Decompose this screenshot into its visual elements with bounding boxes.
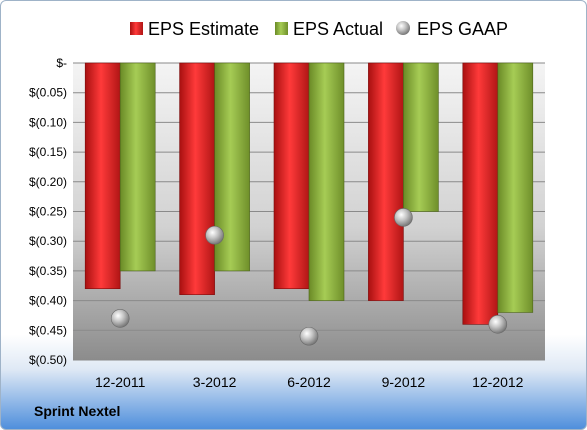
y-tick-label: $(0.45)	[29, 323, 67, 337]
eps-gaap-point	[299, 326, 319, 346]
eps-actual-bar	[214, 62, 250, 272]
eps-gaap-point	[205, 225, 224, 245]
eps-gaap-point	[394, 208, 413, 227]
eps-actual-bar	[497, 62, 534, 313]
legend-label-eps-gaap: EPS GAAP	[417, 19, 508, 39]
y-tick-label: $(0.40)	[29, 294, 67, 308]
y-tick-label: $(0.35)	[29, 264, 67, 278]
y-tick-label: $(0.10)	[29, 115, 67, 129]
legend-item-eps-gaap: EPS GAAP	[396, 19, 508, 39]
x-tick-label: 12-2011	[95, 374, 146, 390]
legend-label-eps-actual: EPS Actual	[293, 19, 383, 39]
legend-swatch-eps-estimate	[130, 22, 143, 35]
eps-estimate-bar	[179, 62, 215, 295]
eps-gaap-point	[488, 315, 508, 334]
eps-estimate-bar	[273, 62, 310, 290]
y-tick-label: $(0.30)	[29, 234, 67, 248]
eps-actual-bar	[403, 62, 439, 212]
eps-estimate-bar	[368, 62, 404, 301]
eps-estimate-bar	[84, 62, 121, 290]
y-axis-ticks: $- $(0.05) $(0.10) $(0.15) $(0.20) $(0.25) $(0…	[29, 56, 67, 367]
y-tick-label: $(0.05)	[29, 86, 67, 100]
legend-swatch-eps-gaap	[396, 21, 410, 35]
eps-gaap-point	[110, 309, 130, 328]
x-tick-label: 9-2012	[382, 374, 426, 390]
legend-label-eps-estimate: EPS Estimate	[148, 19, 259, 39]
y-tick-label: $(0.15)	[29, 145, 67, 159]
x-tick-label: 12-2012	[472, 374, 524, 390]
y-tick-label: $-	[56, 56, 67, 70]
y-tick-label: $(0.20)	[29, 175, 67, 189]
x-axis-labels: 12-2011 3-2012 6-2012 9-2012 12-2012	[95, 374, 524, 390]
legend: EPS Estimate EPS Actual EPS GAAP	[130, 19, 508, 39]
y-tick-label: $(0.25)	[29, 205, 67, 219]
eps-actual-bar	[119, 62, 156, 272]
legend-item-eps-actual: EPS Actual	[275, 19, 383, 39]
legend-item-eps-estimate: EPS Estimate	[130, 19, 259, 39]
y-tick-label: $(0.50)	[29, 353, 67, 367]
eps-estimate-bar	[462, 62, 499, 325]
legend-swatch-eps-actual	[275, 22, 288, 35]
bars	[84, 62, 534, 325]
eps-actual-bar	[308, 62, 345, 301]
company-name: Sprint Nextel	[34, 403, 121, 419]
x-tick-label: 3-2012	[193, 374, 237, 390]
x-tick-label: 6-2012	[287, 374, 331, 390]
gaap-points	[110, 208, 508, 346]
